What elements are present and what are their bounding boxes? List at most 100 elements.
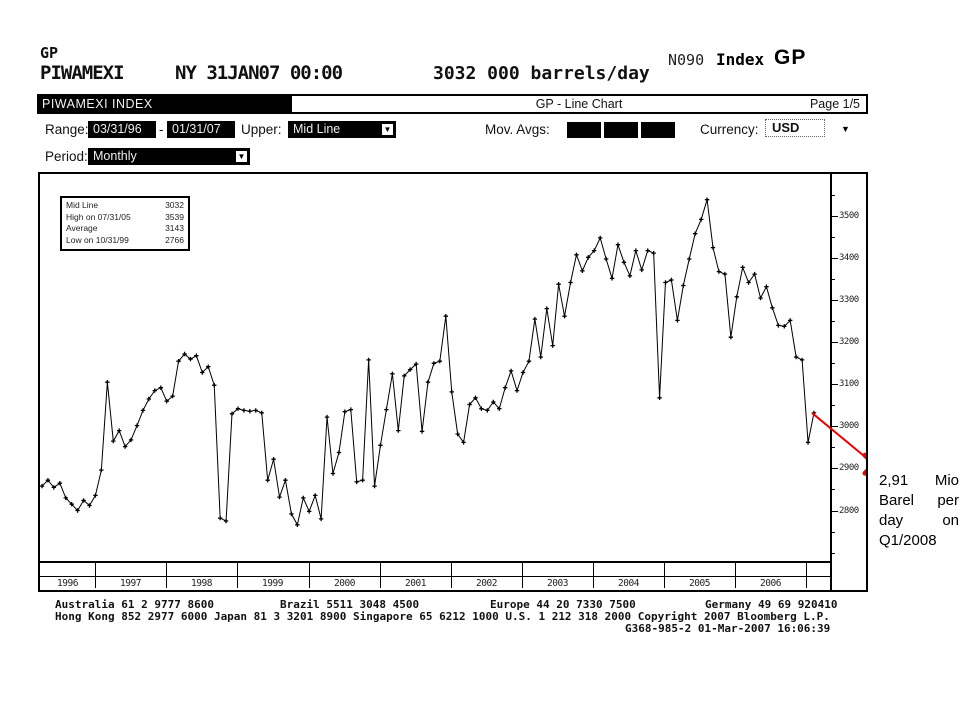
legend-row: Low on 10/31/99 2766 [66,235,184,247]
year-divider [735,563,736,576]
chart-title-bar: GP - Line Chart Page 1/5 [290,94,868,114]
year-divider [593,577,594,588]
range-end-field[interactable]: 01/31/07 [167,121,235,138]
value-info: 3032 000 barrels/day [433,63,650,84]
y-tick-label: 2800 [839,506,859,516]
year-label: 1997 [120,578,141,589]
y-tick-label: 3000 [839,421,859,431]
legend-label: Low on 10/31/99 [66,234,129,245]
annotation-line: day on [879,512,959,529]
y-tick [832,321,835,322]
upper-value: Mid Line [293,122,341,136]
y-tick [832,405,835,406]
page-indicator: Page 1/5 [809,97,860,111]
currency-chevron-down-icon[interactable]: ▼ [841,124,850,134]
upper-dropdown[interactable]: Mid Line ▼ [288,121,396,138]
screen-number: N090 [668,51,705,69]
y-tick [832,258,838,259]
annotation-line: Barel per [879,492,959,509]
y-tick [832,489,835,490]
y-tick [832,468,838,469]
y-tick-label: 3500 [839,211,859,221]
year-divider [380,577,381,588]
year-divider [522,577,523,588]
year-divider [806,577,807,588]
currency-label: Currency: [700,122,759,137]
year-divider [95,563,96,576]
year-label: 2001 [405,578,426,589]
y-tick [832,363,835,364]
security-title-bar: PIWAMEXI INDEX [37,94,290,114]
footer-phone-australia: Australia 61 2 9777 8600 [55,598,214,611]
plot-area[interactable]: Mid Line 3032 High on 07/31/05 3539 Aver… [40,174,830,561]
mov-avg-field-2[interactable] [604,122,638,138]
year-label: 2005 [689,578,710,589]
legend-label: Mid Line [66,200,99,210]
year-divider [166,577,167,588]
period-dropdown[interactable]: Monthly ▼ [88,148,250,165]
period-label: Period: [45,149,88,164]
y-tick [832,237,835,238]
chart-left: Mid Line 3032 High on 07/31/05 3539 Aver… [40,174,830,590]
year-divider [309,577,310,588]
year-label: 2006 [760,578,781,589]
footer-terminal-id: G368-985-2 01-Mar-2007 16:06:39 [625,622,831,635]
price-line-svg [40,197,817,527]
legend-label: High on 07/31/05 [66,211,131,222]
legend-row: Mid Line 3032 [66,200,184,212]
upper-label: Upper: [241,122,282,137]
year-divider [451,563,452,576]
year-label: 2000 [334,578,355,589]
chevron-down-icon[interactable]: ▼ [381,123,394,136]
year-label: 2002 [476,578,497,589]
year-divider [806,563,807,576]
year-divider [380,563,381,576]
period-chevron-down-icon[interactable]: ▼ [235,150,248,163]
y-tick-label: 2900 [839,463,859,473]
y-tick [832,511,838,512]
year-label: 1998 [191,578,212,589]
footer-phone-germany: Germany 49 69 920410 [705,598,838,611]
chart-frame: Mid Line 3032 High on 07/31/05 3539 Aver… [38,172,868,592]
y-tick [832,553,835,554]
legend-value: 2766 [165,234,184,245]
x-axis-labels: 1996 1997 1998 1999 2000 2001 2002 2003 2004 2005… [40,576,830,589]
y-tick [832,447,835,448]
mov-avg-field-1[interactable] [567,122,601,138]
year-divider [522,563,523,576]
year-label: 2004 [618,578,639,589]
session-info: NY 31JAN07 00:00 [175,62,343,84]
period-value: Monthly [93,149,137,163]
y-tick-label: 3300 [839,295,859,305]
y-tick [832,532,835,533]
year-label: 1999 [262,578,283,589]
annotation-line: Q1/2008 [879,532,937,549]
mov-avgs-label: Mov. Avgs: [485,122,550,137]
y-tick [832,195,835,196]
legend-label: Average [66,223,98,233]
year-divider [237,563,238,576]
mov-avg-field-3[interactable] [641,122,675,138]
legend-box: Mid Line 3032 High on 07/31/05 3539 Aver… [60,196,190,251]
legend-row: Average 3143 [66,223,184,235]
y-tick [832,384,838,385]
legend-value: 3539 [165,211,184,222]
currency-field[interactable]: USD [765,119,825,137]
range-label: Range: [45,122,89,137]
legend-value: 3032 [165,200,184,210]
year-divider [735,577,736,588]
y-tick [832,342,838,343]
range-start-field[interactable]: 03/31/96 [88,121,156,138]
year-divider [664,577,665,588]
year-divider [166,563,167,576]
y-tick [832,216,838,217]
year-divider [593,563,594,576]
annotation-text: 2,91 Mio Barel per day on Q1/2008 [879,471,959,551]
y-tick-label: 3200 [839,337,859,347]
footer-copyright-line: Hong Kong 852 2977 6000 Japan 81 3 3201 … [55,610,830,623]
annotation-line: 2,91 Mio [879,472,959,489]
y-tick [832,426,838,427]
year-divider [451,577,452,588]
legend-value: 3143 [165,223,184,233]
